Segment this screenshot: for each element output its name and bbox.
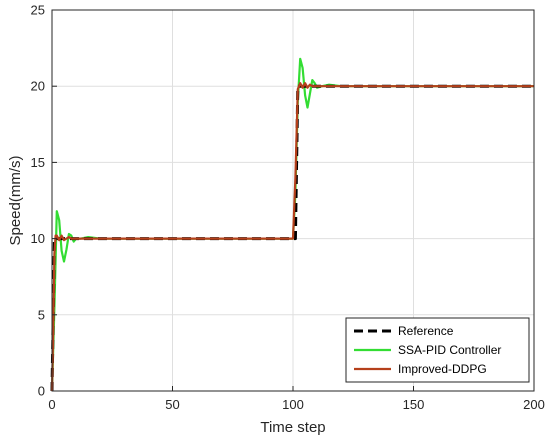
y-tick-label: 5 xyxy=(38,307,45,322)
y-tick-label: 0 xyxy=(38,384,45,399)
x-tick-label: 100 xyxy=(282,397,304,412)
y-tick-label: 10 xyxy=(31,231,45,246)
axis-ticks: 0 50 100 150 200 0 5 10 15 20 25 xyxy=(31,3,545,413)
x-tick-label: 200 xyxy=(523,397,545,412)
y-tick-label: 25 xyxy=(31,3,45,18)
x-tick-label: 50 xyxy=(165,397,179,412)
x-tick-label: 150 xyxy=(403,397,425,412)
legend-label-improved-ddpg: Improved-DDPG xyxy=(398,362,487,376)
legend: Reference SSA-PID Controller Improved-DDPG xyxy=(345,317,530,383)
x-axis-label: Time step xyxy=(260,419,325,436)
improved-ddpg-line xyxy=(50,82,534,392)
legend-label-reference: Reference xyxy=(398,324,454,338)
series-lines xyxy=(50,57,534,392)
legend-label-ssa-pid-controller: SSA-PID Controller xyxy=(398,343,501,357)
y-tick-label: 20 xyxy=(31,79,45,94)
x-tick-label: 0 xyxy=(48,397,55,412)
y-axis-label: Speed(mm/s) xyxy=(7,155,24,245)
y-tick-label: 15 xyxy=(31,155,45,170)
